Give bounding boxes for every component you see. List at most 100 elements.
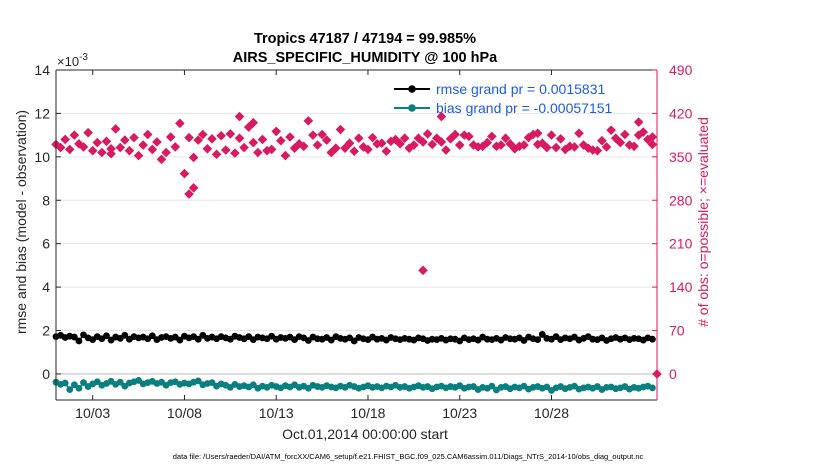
obs-count-marker xyxy=(220,145,231,155)
obs-count-marker xyxy=(395,139,405,149)
obs-count-marker xyxy=(64,144,75,155)
obs-count-marker xyxy=(175,118,185,129)
obs-count-marker xyxy=(422,129,433,139)
obs-count-marker xyxy=(574,128,584,139)
obs-count-marker xyxy=(532,139,543,150)
obs-count-marker xyxy=(106,148,116,159)
obs-count-marker xyxy=(87,145,98,156)
obs-count-marker xyxy=(413,133,424,144)
y-right-tick-label: 490 xyxy=(669,62,693,78)
y-left-tick-label: 10 xyxy=(34,149,50,165)
footer-data-file: data file: /Users/raeder/DAI/ATM_forcXX/… xyxy=(173,452,644,461)
obs-count-marker xyxy=(560,144,571,155)
obs-count-marker xyxy=(188,183,199,193)
obs-count-marker xyxy=(124,145,135,156)
obs-count-marker xyxy=(216,130,226,141)
plot-background xyxy=(56,70,657,400)
x-tick-label: 10/18 xyxy=(350,405,385,421)
bias-point xyxy=(649,384,656,392)
obs-count-marker xyxy=(266,144,277,155)
y-left-tick-label: 6 xyxy=(42,236,50,252)
obs-count-marker xyxy=(597,135,607,146)
obs-count-marker xyxy=(427,139,437,150)
obs-count-marker xyxy=(592,145,603,156)
obs-count-marker xyxy=(78,142,89,152)
obs-count-marker xyxy=(129,132,139,143)
obs-count-marker xyxy=(363,144,373,155)
rmse-point xyxy=(194,335,202,343)
obs-count-marker xyxy=(381,146,392,157)
legend-swatch-marker xyxy=(408,85,416,93)
obs-count-marker xyxy=(308,130,318,140)
obs-count-marker xyxy=(198,129,208,140)
obs-count-marker xyxy=(115,142,126,153)
y-right-tick-label: 350 xyxy=(669,149,693,165)
y-right-tick-label: 420 xyxy=(669,105,693,121)
y-axis-label-left: rmse and bias (model - observation) xyxy=(13,110,29,334)
bias-point xyxy=(61,379,69,387)
obs-count-marker xyxy=(239,142,249,153)
obs-count-marker xyxy=(390,134,401,145)
y-right-tick-label: 140 xyxy=(669,279,693,295)
obs-count-marker xyxy=(532,128,543,139)
x-tick-label: 10/13 xyxy=(259,405,294,421)
obs-count-marker xyxy=(253,147,263,158)
obs-count-marker xyxy=(477,141,488,152)
obs-count-marker xyxy=(285,132,295,142)
legend-entry: bias grand pr = -0.00057151 xyxy=(436,100,613,116)
obs-count-marker xyxy=(459,130,470,140)
obs-count-marker xyxy=(620,129,630,140)
obs-count-marker xyxy=(431,133,442,144)
rmse-point xyxy=(75,337,83,345)
obs-count-marker xyxy=(487,131,497,142)
obs-count-markers xyxy=(51,111,662,379)
tick-labels: 10/03 10/08 10/13 10/18 10/23 10/28 0 2 4 6 8 10 12 1… xyxy=(34,62,692,421)
obs-count-marker xyxy=(546,130,557,140)
obs-count-marker xyxy=(298,141,309,152)
obs-count-marker xyxy=(243,122,254,132)
obs-count-marker xyxy=(188,152,199,163)
axes xyxy=(55,69,658,401)
obs-count-marker xyxy=(156,154,167,165)
y-exponent-power: -3 xyxy=(79,52,88,63)
bias-point xyxy=(488,382,496,390)
obs-count-marker xyxy=(624,140,635,150)
y-right-tick-label: 0 xyxy=(669,366,677,382)
obs-count-marker xyxy=(234,133,245,144)
obs-count-marker xyxy=(110,124,121,134)
obs-count-marker xyxy=(97,147,107,158)
y-left-tick-label: 2 xyxy=(42,323,50,339)
obs-count-marker xyxy=(170,142,181,152)
y-exponent-base: ×10 xyxy=(57,54,79,69)
y-right-tick-label: 70 xyxy=(669,323,685,339)
obs-count-marker xyxy=(230,148,240,158)
y-right-tick-label: 210 xyxy=(669,236,693,252)
obs-count-marker xyxy=(83,127,93,138)
plot-area xyxy=(56,70,657,400)
obs-count-marker xyxy=(321,135,332,145)
chart-title-line1: Tropics 47187 / 47194 = 99.985% xyxy=(254,31,476,47)
obs-count-marker xyxy=(436,111,447,122)
obs-count-marker xyxy=(248,117,259,128)
obs-count-marker xyxy=(55,142,66,153)
obs-count-marker xyxy=(647,132,658,142)
obs-count-marker xyxy=(496,140,506,150)
obs-count-marker xyxy=(60,134,70,145)
obs-count-marker xyxy=(271,126,282,137)
obs-count-marker xyxy=(202,143,213,154)
rmse-point xyxy=(176,336,184,344)
obs-count-marker xyxy=(610,133,621,144)
x-tick-label: 10/23 xyxy=(442,405,477,421)
obs-count-marker xyxy=(587,145,598,155)
rmse-point xyxy=(70,333,78,341)
bias-point xyxy=(194,377,202,385)
bias-point xyxy=(80,379,87,387)
obs-count-marker xyxy=(101,136,112,147)
legend-swatch-marker xyxy=(408,104,416,112)
rmse-point xyxy=(121,331,129,339)
obs-count-marker xyxy=(441,145,451,155)
obs-count-marker xyxy=(491,141,502,152)
x-tick-label: 10/08 xyxy=(167,405,202,421)
obs-count-marker xyxy=(638,127,649,137)
